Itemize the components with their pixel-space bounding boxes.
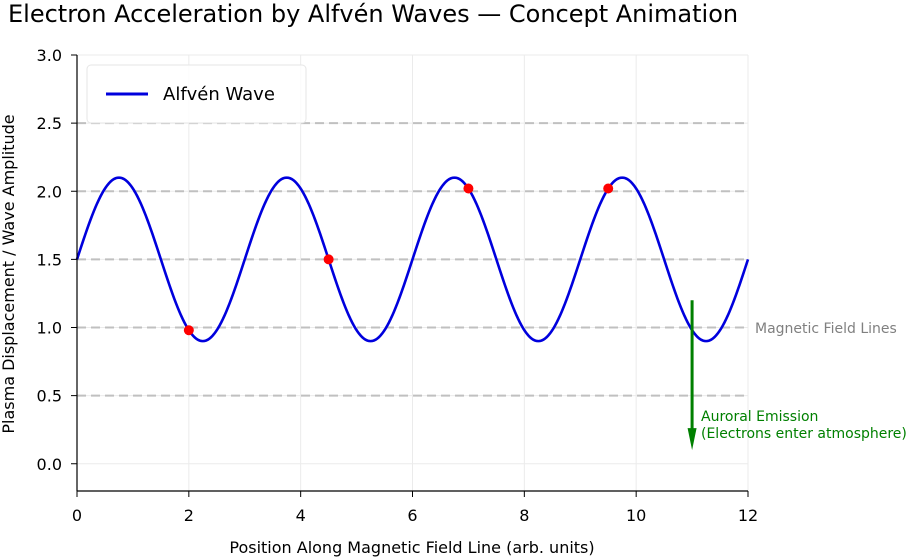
legend-entry: Alfvén Wave xyxy=(163,84,275,105)
y-tick-label: 3.0 xyxy=(37,46,62,65)
y-axis-label: Plasma Displacement / Wave Amplitude xyxy=(0,114,18,433)
ticks: 0 2 4 6 8 10 12 0.0 0.5 1.0 1.5 2.0 2.5 3.0 xyxy=(37,46,759,525)
legend: Alfvén Wave xyxy=(86,64,307,124)
electron-points xyxy=(183,183,614,336)
x-tick-label: 8 xyxy=(519,506,529,525)
x-tick-label: 2 xyxy=(184,506,194,525)
electron-point xyxy=(603,183,614,194)
x-tick-label: 10 xyxy=(626,506,646,525)
y-tick-label: 2.5 xyxy=(37,114,62,133)
x-tick-label: 6 xyxy=(407,506,417,525)
electron-point xyxy=(323,254,334,265)
electron-point xyxy=(463,183,474,194)
y-tick-label: 1.5 xyxy=(37,250,62,269)
emission-arrow xyxy=(687,300,697,451)
field-lines-label: Magnetic Field Lines xyxy=(755,321,897,337)
y-tick-label: 0.0 xyxy=(37,455,62,474)
x-tick-label: 12 xyxy=(738,506,758,525)
y-tick-label: 2.0 xyxy=(37,182,62,201)
x-tick-label: 0 xyxy=(72,506,82,525)
x-tick-label: 4 xyxy=(296,506,306,525)
y-tick-label: 0.5 xyxy=(37,387,62,406)
emission-label-line1: Auroral Emission xyxy=(701,409,818,425)
grid xyxy=(76,54,749,491)
y-tick-label: 1.0 xyxy=(37,319,62,338)
chart-title: Electron Acceleration by Alfvén Waves — … xyxy=(8,0,738,28)
legend-box xyxy=(86,64,307,124)
emission-arrow-head xyxy=(687,428,697,451)
electron-point xyxy=(183,325,194,336)
x-axis-label: Position Along Magnetic Field Line (arb.… xyxy=(229,538,594,557)
emission-label-line2: (Electrons enter atmosphere) xyxy=(701,426,907,442)
